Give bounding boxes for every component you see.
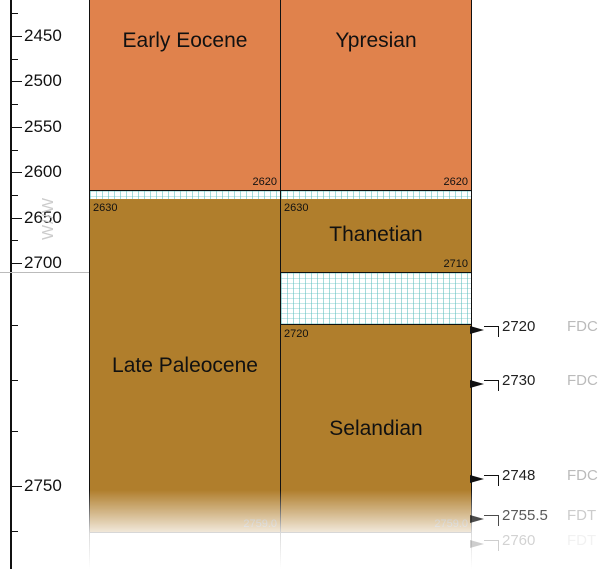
axis-major-tick <box>10 81 22 82</box>
marker-value: 2730 <box>502 372 536 389</box>
depth-label: 2600 <box>24 162 62 181</box>
unit-top-age: 2720 <box>284 328 309 340</box>
axis-minor-tick <box>10 13 18 14</box>
watermark-text: W//W <box>40 196 57 240</box>
unit-top-age: 2630 <box>284 202 309 214</box>
unit-bottom-age: 2759.0 <box>434 518 468 530</box>
marker-bracket <box>484 540 499 551</box>
axis-major-tick <box>10 127 22 128</box>
marker-flag-icon <box>470 475 484 483</box>
unit-name: Thanetian <box>329 223 423 246</box>
axis-major-tick <box>10 486 22 487</box>
unit-name: Early Eocene <box>122 29 248 52</box>
depth-label: 2700 <box>24 253 62 272</box>
age-column: Ypresian 2620 2630 Thanetian 2710 2720 S… <box>280 0 472 569</box>
epoch-column: Early Eocene 2620 2630 Late Paleocene 27… <box>89 0 281 569</box>
marker-value: 2760 <box>502 532 536 549</box>
unit-late-paleocene[interactable]: 2630 Late Paleocene 2759.0 <box>90 199 280 533</box>
marker-code: FDC <box>567 467 598 484</box>
hiatus-gap <box>281 272 471 325</box>
marker-code: FDC <box>567 372 598 389</box>
axis-minor-tick <box>10 531 18 532</box>
depth-label: 2500 <box>24 71 62 90</box>
axis-minor-tick <box>10 195 18 196</box>
axis-major-tick <box>10 36 22 37</box>
marker-code: FDC <box>567 318 598 335</box>
unit-name: Late Paleocene <box>112 354 258 377</box>
unit-ypresian[interactable]: Ypresian 2620 <box>281 0 471 190</box>
axis-minor-tick <box>10 380 18 381</box>
depth-separator-line <box>0 272 92 273</box>
marker-flag-icon <box>470 540 484 548</box>
unit-name: Ypresian <box>335 29 417 52</box>
unit-bottom-age: 2620 <box>443 176 468 188</box>
marker-flag-icon <box>470 380 484 388</box>
marker-value: 2748 <box>502 467 536 484</box>
unit-bottom-age: 2620 <box>252 176 277 188</box>
unit-bottom-age: 2710 <box>443 258 468 270</box>
marker-bracket <box>484 326 499 337</box>
depth-axis <box>10 0 12 569</box>
unit-selandian[interactable]: 2720 Selandian 2759.0 <box>281 325 471 533</box>
depth-label: 2750 <box>24 476 62 495</box>
unit-early-eocene[interactable]: Early Eocene 2620 <box>90 0 280 190</box>
axis-minor-tick <box>10 431 18 432</box>
unit-name: Selandian <box>329 417 423 440</box>
marker-value: 2720 <box>502 318 536 335</box>
axis-minor-tick <box>10 59 18 60</box>
unit-thanetian[interactable]: 2630 Thanetian 2710 <box>281 199 471 272</box>
marker-bracket <box>484 380 499 391</box>
unit-top-age: 2630 <box>93 202 118 214</box>
axis-major-tick <box>10 218 22 219</box>
axis-major-tick <box>10 263 22 264</box>
marker-flag-icon <box>470 326 484 334</box>
marker-code: FDT <box>567 532 597 549</box>
marker-code: FDT <box>567 507 597 524</box>
axis-minor-tick <box>10 150 18 151</box>
marker-flag-icon <box>470 515 484 523</box>
marker-bracket <box>484 515 499 526</box>
depth-label: 2650 <box>24 208 62 227</box>
axis-minor-tick <box>10 104 18 105</box>
unit-bottom-age: 2759.0 <box>243 518 277 530</box>
depth-label: 2450 <box>24 26 62 45</box>
marker-value: 2755.5 <box>502 507 548 524</box>
axis-minor-tick <box>10 325 18 326</box>
axis-minor-tick <box>10 240 18 241</box>
axis-major-tick <box>10 172 22 173</box>
depth-label: 2550 <box>24 117 62 136</box>
marker-bracket <box>484 475 499 486</box>
